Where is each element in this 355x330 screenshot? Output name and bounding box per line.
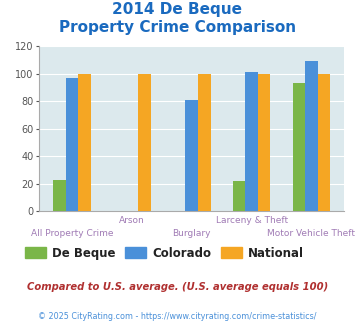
Bar	[138, 74, 151, 211]
Bar	[78, 74, 91, 211]
Bar	[318, 74, 330, 211]
Legend: De Beque, Colorado, National: De Beque, Colorado, National	[20, 242, 308, 264]
Bar	[305, 61, 318, 211]
Bar	[258, 74, 271, 211]
Bar	[293, 83, 305, 211]
Text: Arson: Arson	[119, 216, 145, 225]
Bar	[198, 74, 211, 211]
Bar	[245, 72, 258, 211]
Bar	[233, 181, 245, 211]
Text: Burglary: Burglary	[173, 229, 211, 238]
Text: Compared to U.S. average. (U.S. average equals 100): Compared to U.S. average. (U.S. average …	[27, 282, 328, 292]
Bar	[53, 180, 66, 211]
Bar	[185, 100, 198, 211]
Bar	[66, 78, 78, 211]
Text: Property Crime Comparison: Property Crime Comparison	[59, 20, 296, 35]
Text: 2014 De Beque: 2014 De Beque	[113, 2, 242, 16]
Text: Motor Vehicle Theft: Motor Vehicle Theft	[267, 229, 355, 238]
Text: Larceny & Theft: Larceny & Theft	[215, 216, 288, 225]
Text: All Property Crime: All Property Crime	[31, 229, 113, 238]
Text: © 2025 CityRating.com - https://www.cityrating.com/crime-statistics/: © 2025 CityRating.com - https://www.city…	[38, 312, 317, 321]
